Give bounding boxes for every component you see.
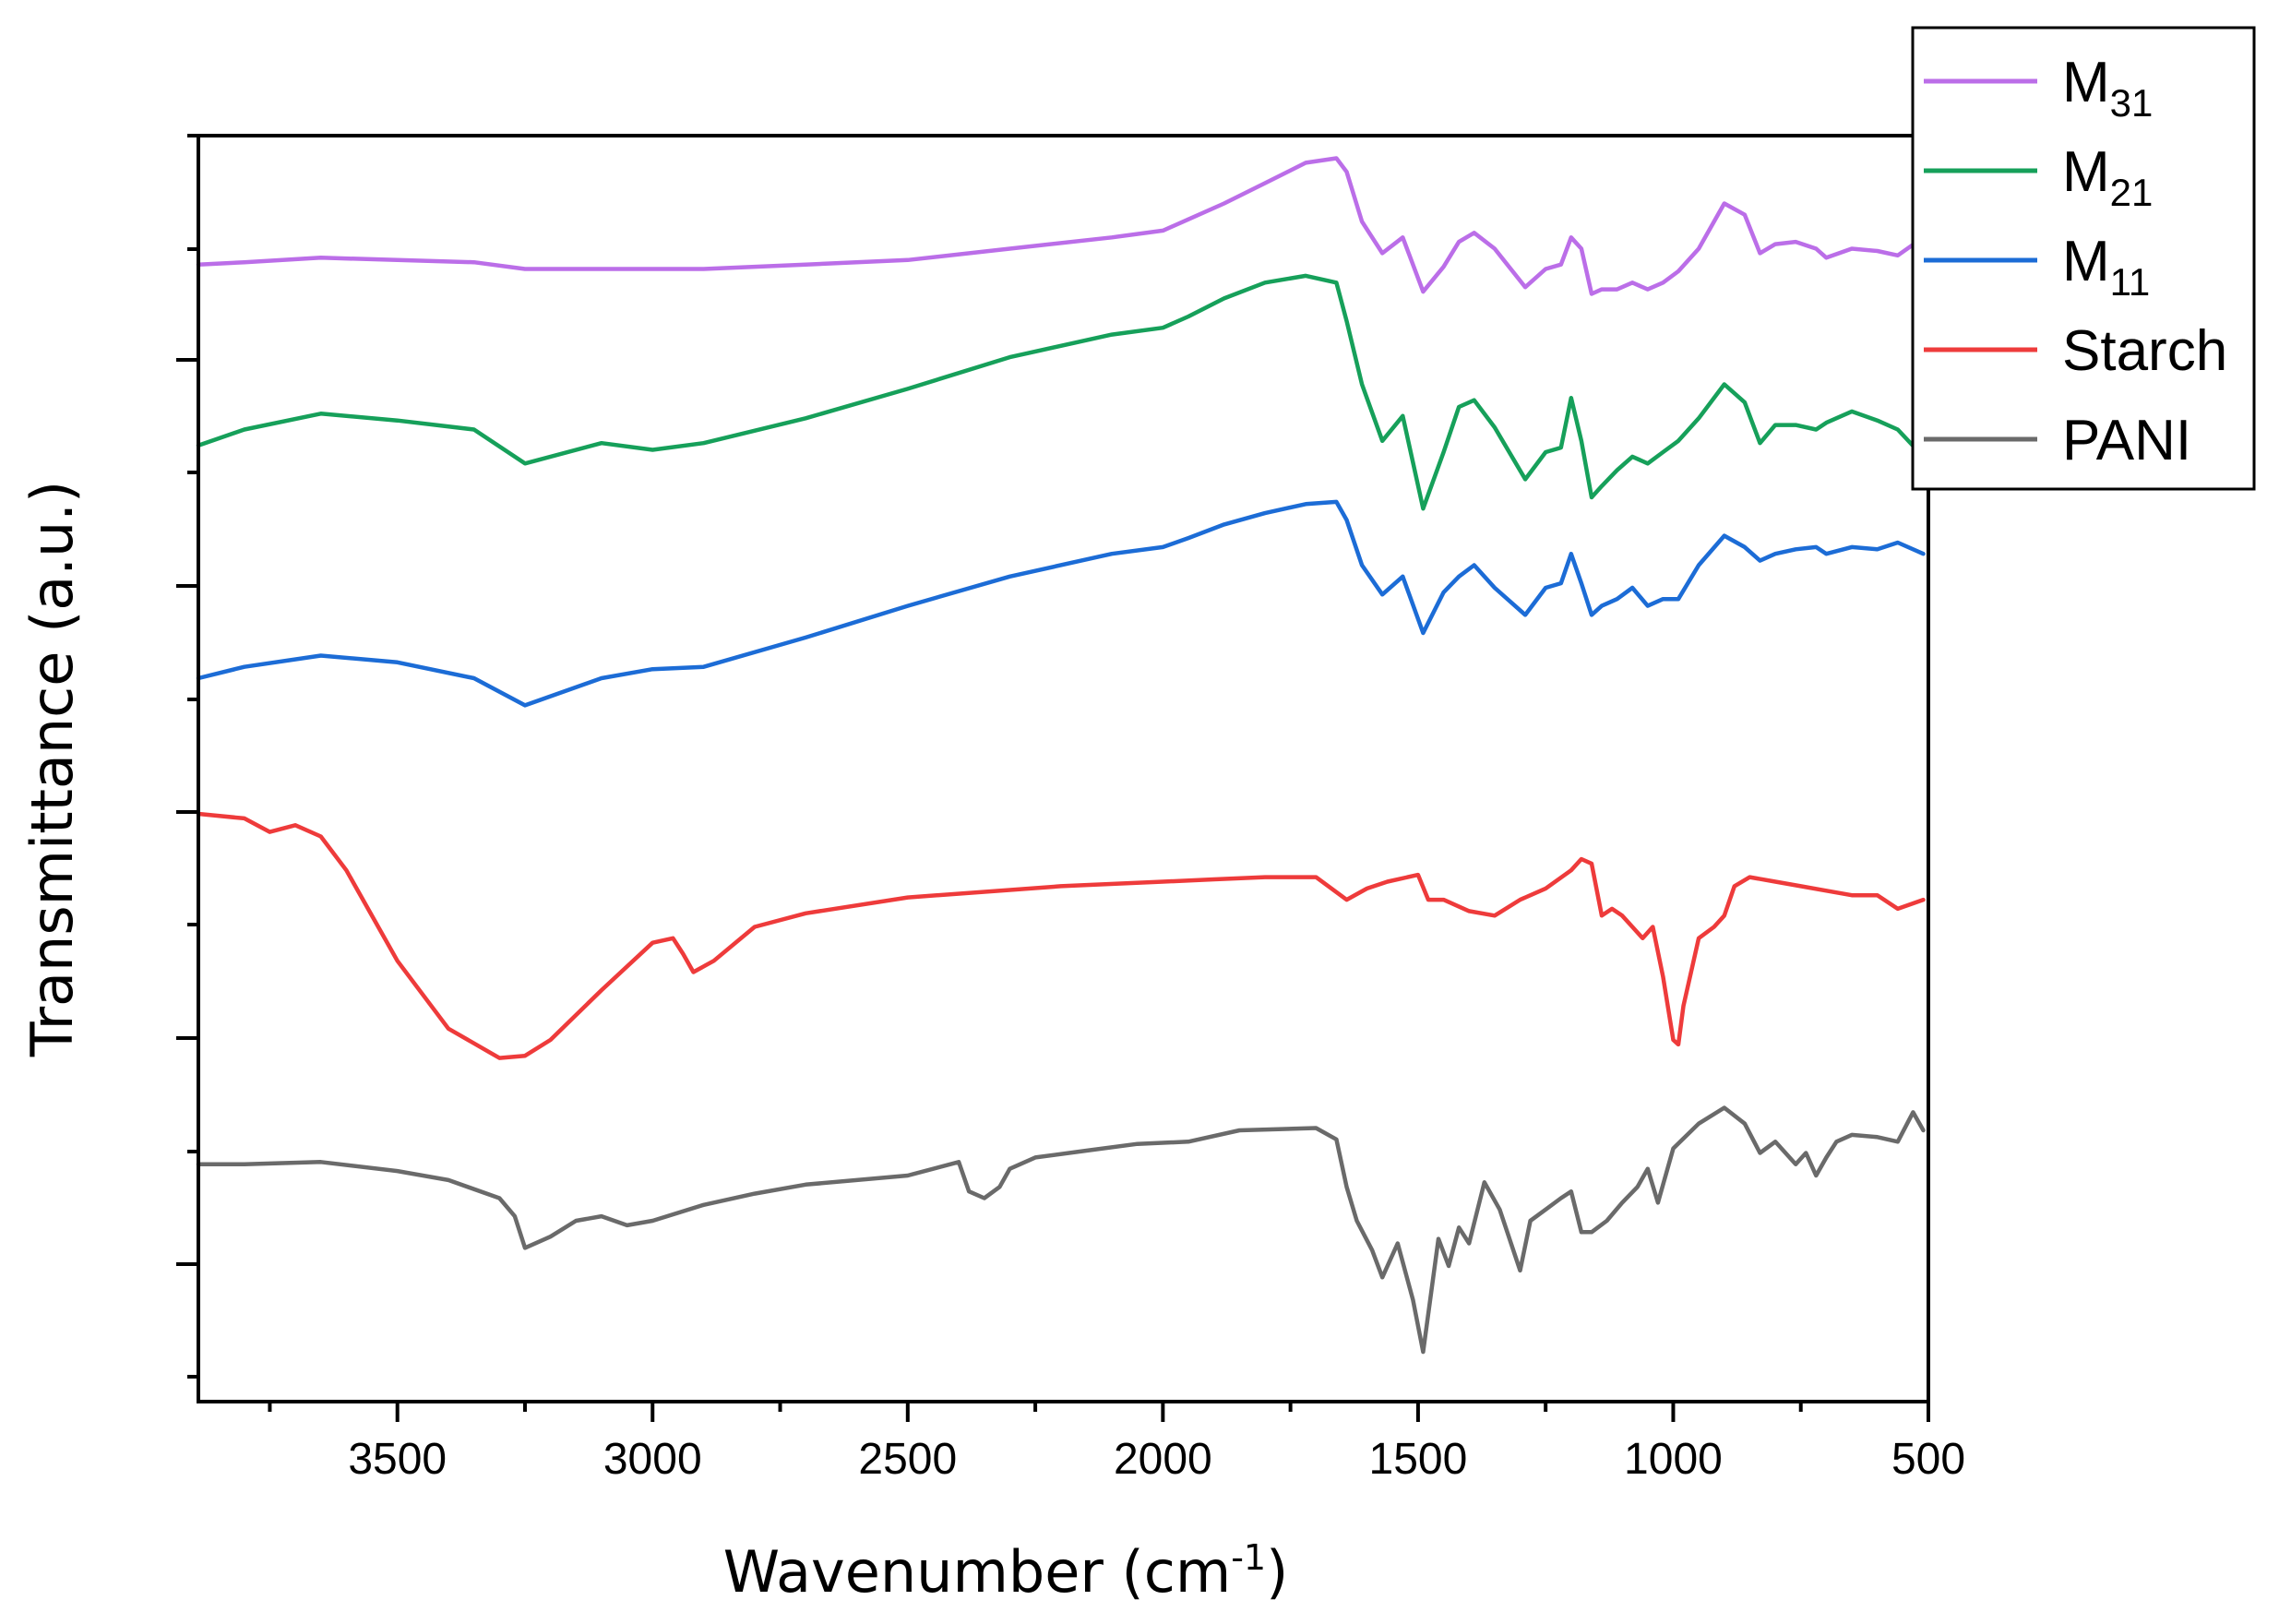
x-axis-ticks: 3500 3000 2500 2000 1500 1000 500 [268,1402,1965,1484]
series-line-m21 [196,273,1926,511]
series-line-starch [196,811,1926,1060]
series-line-pani [196,1105,1926,1355]
series-line-m11 [196,499,1926,708]
x-axis-title: Wavenumber (cm-1) [723,1537,1289,1606]
y-axis-ticks [176,134,198,1379]
series-line-m31 [196,156,1926,296]
x-tick-label: 1500 [1369,1435,1468,1484]
x-tick-label: 2000 [1114,1435,1212,1484]
legend-items: M31 M21 M11 Starch PANI [1924,51,2227,472]
series-layer [196,156,1926,1355]
legend-label-pani: PANI [2062,409,2191,472]
x-tick-label: 2500 [858,1435,957,1484]
plot-frame [197,134,1930,1403]
legend-label-starch: Starch [2062,319,2227,383]
x-axis-title-superscript: -1 [1231,1537,1266,1578]
legend-label-m21: M21 [2062,140,2153,214]
legend-label-m31: M31 [2062,51,2153,125]
x-tick-label: 500 [1891,1435,1965,1484]
legend-label-m11: M11 [2062,230,2150,304]
y-axis-title: Transmittance (a.u.) [18,481,86,1057]
x-tick-label: 3000 [603,1435,702,1484]
legend: M31 M21 M11 Starch PANI [1911,26,2256,491]
x-tick-label: 1000 [1624,1435,1723,1484]
x-tick-label: 3500 [348,1435,447,1484]
x-axis-title-end: ) [1266,1538,1288,1606]
